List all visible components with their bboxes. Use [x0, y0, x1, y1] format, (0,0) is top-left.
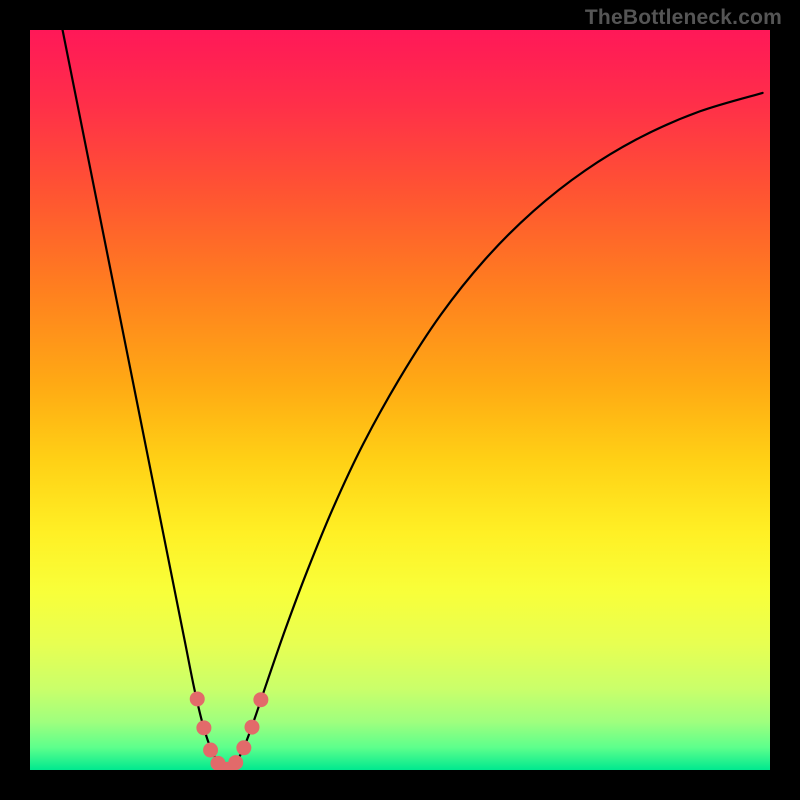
dip-marker	[203, 743, 218, 758]
dip-marker	[196, 720, 211, 735]
bottleneck-chart-svg	[0, 0, 800, 800]
bottleneck-chart-container: TheBottleneck.com	[0, 0, 800, 800]
dip-marker	[228, 755, 243, 770]
dip-marker	[190, 691, 205, 706]
dip-marker	[236, 740, 251, 755]
dip-marker	[245, 720, 260, 735]
watermark-label: TheBottleneck.com	[585, 6, 782, 30]
plot-background-gradient	[30, 30, 770, 770]
dip-marker	[253, 692, 268, 707]
